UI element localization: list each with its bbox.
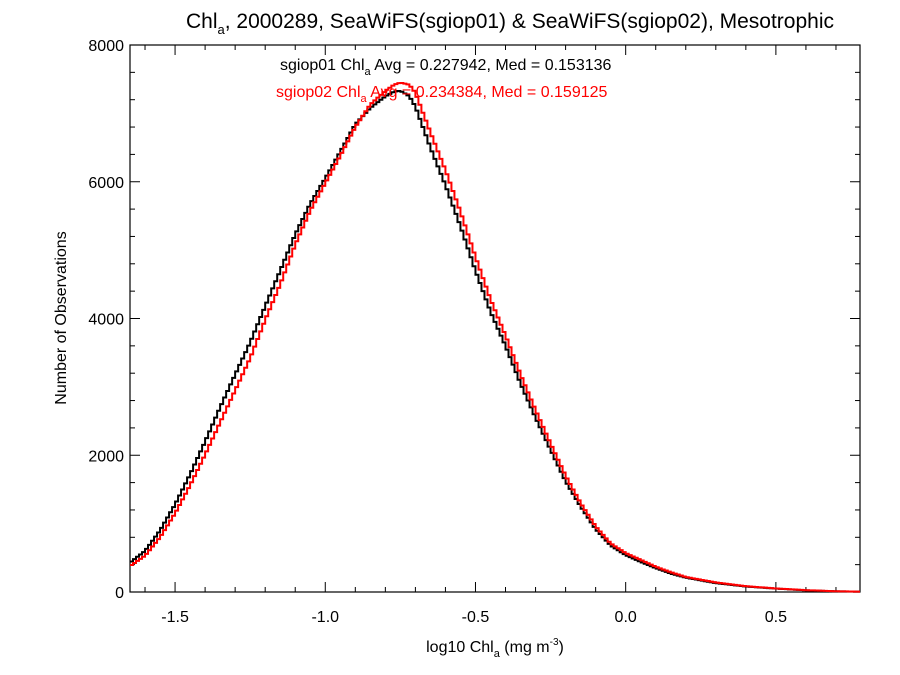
chart-title-rest: , 2000289, SeaWiFS(sgiop01) & SeaWiFS(sg… [225, 10, 834, 33]
series-layer [130, 81, 860, 593]
x-tick-label: 0.0 [615, 609, 637, 626]
legend-sgiop01: sgiop01 Chla Avg = 0.227942, Med = 0.153… [280, 57, 612, 78]
y-axis: 0 2000 4000 6000 8000 [88, 38, 860, 602]
y-tick-label: 8000 [88, 38, 124, 55]
plot-area [129, 44, 861, 593]
chart-title: Chla, 2000289, SeaWiFS(sgiop01) & SeaWiF… [186, 10, 834, 37]
y-tick-label: 0 [115, 585, 124, 602]
y-tick-label: 4000 [88, 312, 124, 329]
series-line-sgiop02 [130, 81, 860, 593]
x-tick-label: 0.5 [765, 609, 787, 626]
x-axis-label: log10 Chla (mg m-3) [426, 637, 564, 660]
chart-title-subscript: a [217, 22, 225, 37]
y-tick-label: 6000 [88, 175, 124, 192]
legend-sgiop02: sgiop02 Chla Avg = 0.234384, Med = 0.159… [276, 84, 608, 105]
x-axis: -1.5 -1.0 -0.5 0.0 0.5 [144, 45, 837, 626]
y-axis-label: Number of Observations [53, 231, 70, 404]
x-tick-label: -1.5 [161, 609, 189, 626]
x-tick-label: -0.5 [462, 609, 490, 626]
x-tick-label: -1.0 [311, 609, 339, 626]
series-line-sgiop01 [130, 89, 860, 593]
chart-title-prefix: Chl [186, 10, 218, 33]
y-tick-label: 2000 [88, 448, 124, 465]
